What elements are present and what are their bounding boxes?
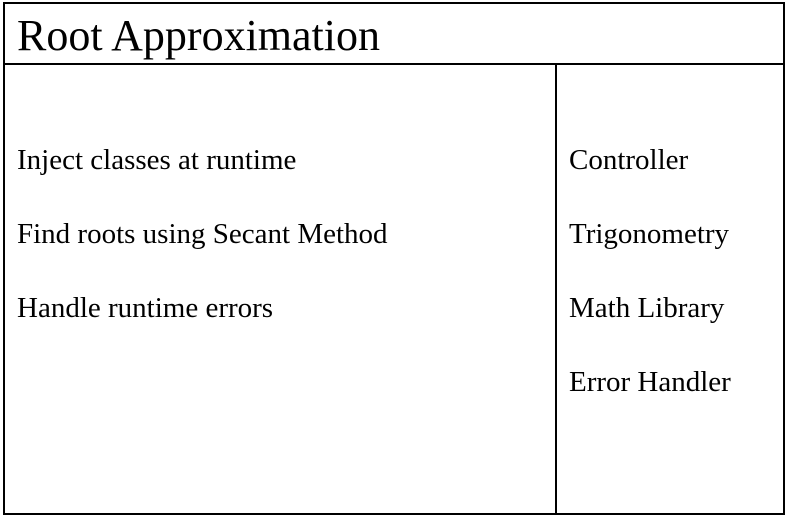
card-title: Root Approximation xyxy=(17,11,380,60)
collaborators-list: Controller Trigonometry Math Library Err… xyxy=(569,142,731,438)
card-header: Root Approximation xyxy=(5,4,783,65)
collaborator-item: Math Library xyxy=(569,292,725,324)
collaborator-item: Trigonometry xyxy=(569,218,730,250)
responsibility-item: Handle runtime errors xyxy=(17,292,274,324)
crc-card: Root Approximation Inject classes at run… xyxy=(3,2,785,515)
responsibility-item: Find roots using Secant Method xyxy=(17,218,388,250)
responsibilities-list: Inject classes at runtime Find roots usi… xyxy=(17,142,388,364)
collaborator-item: Error Handler xyxy=(569,366,731,398)
collaborator-item: Controller xyxy=(569,144,689,176)
column-divider xyxy=(555,65,557,513)
responsibility-item: Inject classes at runtime xyxy=(17,144,297,176)
